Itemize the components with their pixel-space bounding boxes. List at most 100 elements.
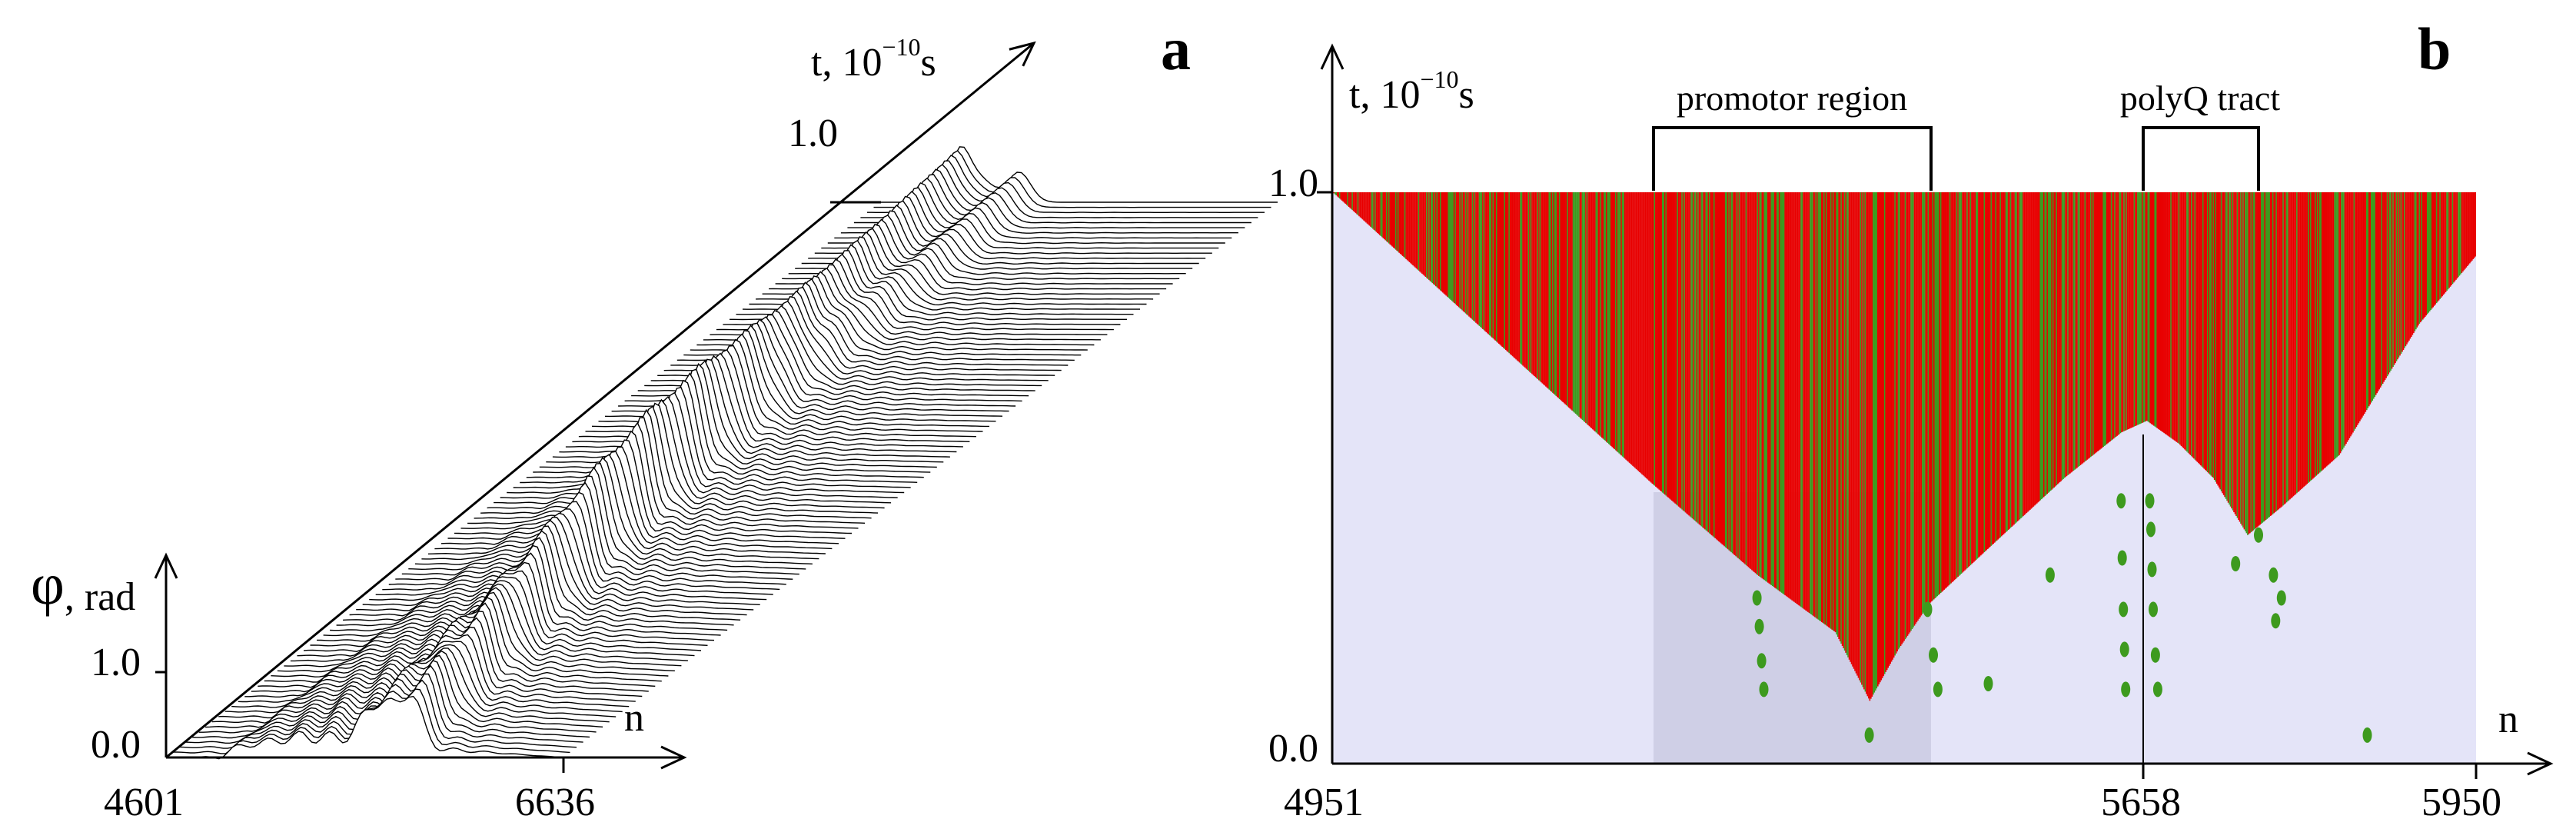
dynamic-stripe (2301, 192, 2302, 489)
dynamic-stripe (1722, 192, 1724, 546)
profile-line (343, 530, 741, 621)
dynamic-stripe (1597, 192, 1600, 435)
dynamic-stripe (1359, 192, 1361, 218)
dynamic-stripe (1909, 192, 1911, 633)
dynamic-stripe (1948, 192, 1949, 586)
dynamic-stripe (2179, 192, 2181, 445)
dynamic-stripe (2002, 192, 2003, 536)
dynamic-stripe (1854, 192, 1856, 671)
dynamic-stripe (1523, 192, 1525, 367)
dynamic-stripe (2086, 192, 2087, 461)
dynamic-stripe (1752, 192, 1754, 571)
dynamic-stripe (1455, 192, 1458, 305)
dynamic-stripe (2425, 192, 2428, 316)
dynamic-stripe (1363, 192, 1364, 221)
dynamic-stripe (1822, 192, 1824, 624)
dynamic-stripe (2303, 192, 2305, 488)
dynamic-stripe (2208, 192, 2210, 474)
dynamic-stripe (1974, 192, 1976, 561)
dynamic-stripe (1394, 192, 1396, 249)
dynamic-stripe (1713, 192, 1715, 538)
dynamic-stripe (1531, 192, 1533, 375)
dynamic-stripe (2315, 192, 2318, 476)
dynamic-stripe (1614, 192, 1617, 451)
dynamic-stripe (2128, 192, 2129, 430)
dynamic-stripe (1897, 192, 1900, 650)
dynamic-stripe (1843, 192, 1846, 651)
dynamic-stripe (2308, 192, 2309, 483)
dynamic-stripe (1687, 192, 1689, 514)
dynamic-stripe (1556, 192, 1558, 398)
a-t-label-main: t, 10 (811, 41, 882, 85)
dynamic-stripe (2131, 192, 2133, 428)
dynamic-stripe (1841, 192, 1843, 646)
dynamic-stripe (2444, 192, 2445, 294)
dynamic-stripe (2029, 192, 2031, 510)
dynamic-stripe (1913, 192, 1916, 626)
dynamic-stripe (1960, 192, 1963, 574)
dynamic-stripe (1870, 192, 1872, 699)
dynamic-stripe (2026, 192, 2028, 514)
dynamic-stripe (1529, 192, 1531, 372)
dynamic-stripe (1458, 192, 1460, 308)
dynamic-stripe (2353, 192, 2355, 431)
dynamic-stripe (2159, 192, 2162, 431)
dynamic-stripe (1845, 192, 1846, 653)
dynamic-stripe (1452, 192, 1454, 302)
dynamic-stripe (1539, 192, 1541, 381)
b-n-label: n (2498, 697, 2518, 741)
dynamic-stripe (1765, 192, 1767, 581)
a-y-tick-1: 1.0 (91, 641, 141, 684)
dynamic-stripe (1690, 192, 1692, 518)
dynamic-stripe (2369, 192, 2372, 405)
dynamic-stripe (1427, 192, 1429, 279)
dynamic-stripe (1448, 192, 1451, 299)
dynamic-stripe (1890, 192, 1891, 664)
dynamic-stripe (2435, 192, 2438, 304)
dynamic-stripe (1705, 192, 1707, 531)
dynamic-stripe (2375, 192, 2377, 395)
dynamic-stripe (2348, 192, 2351, 438)
dynamic-stripe (2234, 192, 2236, 514)
dynamic-stripe (2428, 192, 2430, 313)
dynamic-stripe (1993, 192, 1996, 543)
dynamic-stripe (2146, 192, 2148, 421)
dynamic-stripe (1843, 192, 1844, 648)
dynamic-stripe (1674, 192, 1676, 504)
dynamic-stripe (1920, 192, 1921, 618)
dynamic-stripe (1925, 192, 1927, 609)
dynamic-stripe (1684, 192, 1687, 513)
dynamic-stripe (1906, 192, 1907, 638)
dynamic-stripe (1932, 192, 1934, 601)
dynamic-stripe (2035, 192, 2037, 504)
b-t-label: t, 10−10s (1349, 65, 1474, 117)
dynamic-stripe (2367, 192, 2369, 408)
dynamic-stripe (2209, 192, 2211, 475)
dynamic-stripe (1595, 192, 1597, 433)
dynamic-stripe (1729, 192, 1731, 551)
dynamic-stripe (2061, 192, 2063, 481)
dynamic-stripe (1946, 192, 1947, 588)
static-dot (2121, 681, 2131, 697)
dynamic-stripe (1564, 192, 1566, 405)
dynamic-stripe (1342, 192, 1345, 202)
dynamic-stripe (2262, 192, 2264, 523)
dynamic-stripe (2290, 192, 2292, 498)
dynamic-stripe (2297, 192, 2299, 492)
dynamic-stripe (1504, 192, 1507, 351)
dynamic-stripe (1885, 192, 1887, 672)
dynamic-stripe (1561, 192, 1563, 401)
dynamic-stripe (1351, 192, 1353, 211)
dynamic-stripe (1745, 192, 1747, 565)
dynamic-stripe (2269, 192, 2272, 517)
dynamic-stripe (1787, 192, 1788, 598)
dynamic-stripe (2292, 192, 2293, 498)
dynamic-stripe (1888, 192, 1890, 666)
dynamic-stripe (1751, 192, 1753, 571)
dynamic-stripe (1450, 192, 1452, 300)
dynamic-stripe (2287, 192, 2288, 501)
dynamic-stripe (1667, 192, 1670, 498)
dynamic-stripe (2292, 192, 2295, 497)
a-t-tick-1: 1.0 (788, 112, 838, 155)
